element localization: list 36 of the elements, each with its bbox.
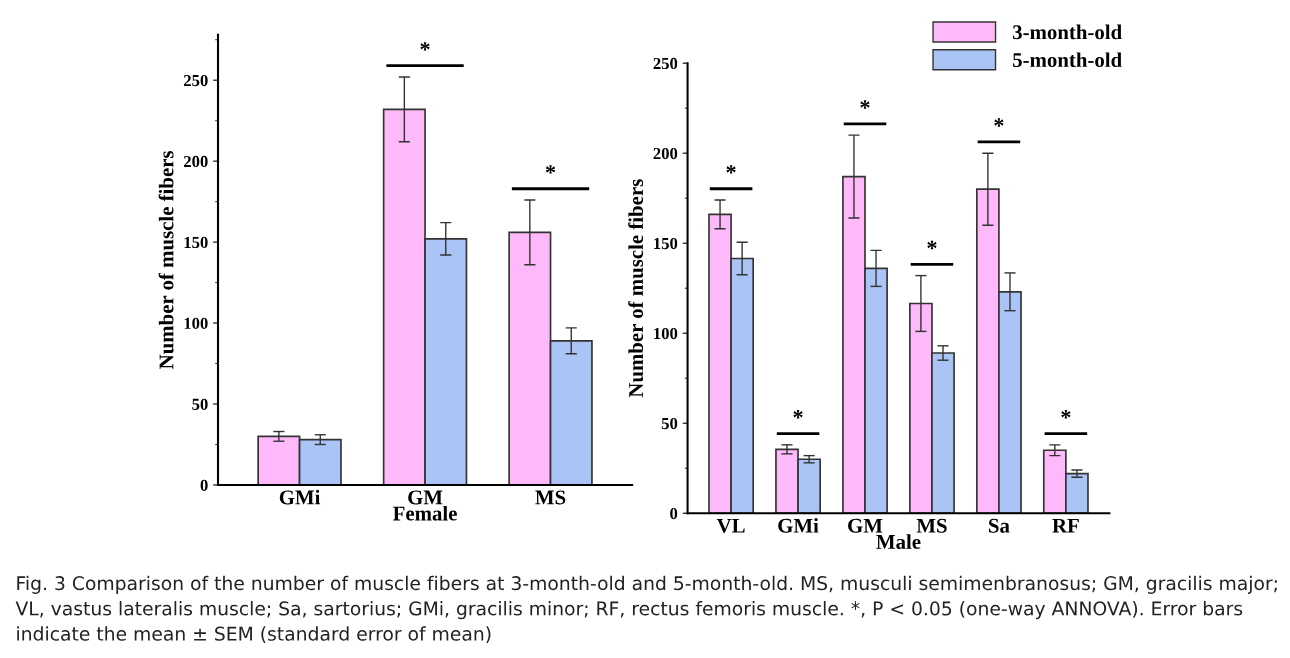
x-tick-label: MS: [535, 490, 566, 505]
y-tick-label: 150: [184, 236, 208, 249]
x-tick-label: GMi: [778, 518, 819, 533]
y-tick-label: 50: [192, 398, 208, 410]
x-tick-label: GM: [408, 490, 443, 505]
legend-label: 5-month-old: [1013, 52, 1122, 68]
y-tick-label: 250: [183, 74, 208, 87]
y-tick-label: 250: [653, 57, 678, 70]
x-axis-title: Female: [393, 505, 457, 521]
annotation: *: [420, 42, 430, 51]
annotation: *: [793, 410, 803, 419]
y-tick-label: 0: [200, 479, 208, 491]
x-tick-label: VL: [716, 518, 745, 533]
caption: Fig. 3 Comparison of the number of muscle fibers at 3-month-old and 5-month-old. MS, musculi semimenbranosus; GM, gracilis major; VL, vastus lateralis muscle; Sa, sartorius; GMi, gracilis minor; RF, rectus femoris muscle. *, P < 0.05 (one-way ANNOVA). Error bars indicate the mean ± SEM (standard error of mean): [15, 575, 1277, 644]
y-tick-label: 200: [183, 155, 208, 168]
y-tick-label: 100: [654, 327, 678, 340]
y-tick-label: 100: [184, 317, 208, 329]
x-tick-label: RF: [1052, 518, 1079, 533]
annotation: *: [860, 100, 870, 109]
annotation: *: [726, 165, 736, 174]
y-tick-label: 0: [670, 507, 678, 520]
annotation: *: [545, 165, 556, 174]
annotation: *: [994, 118, 1004, 127]
annotation: *: [927, 240, 937, 250]
y-tick-label: 150: [654, 237, 678, 250]
x-axis-title: Male: [876, 534, 921, 549]
x-tick-label: GM: [848, 518, 883, 533]
x-tick-label: Sa: [989, 518, 1010, 533]
y-tick-label: 200: [653, 147, 678, 160]
annotation: *: [1061, 410, 1071, 419]
x-tick-label: MS: [916, 518, 947, 533]
y-axis-title: Number of muscle fibers: [628, 179, 644, 398]
x-tick-label: GMi: [279, 489, 321, 505]
legend-label: 3-month-old: [1012, 24, 1122, 40]
y-tick-label: 50: [661, 417, 678, 430]
y-axis-title: Number of muscle fibers: [158, 150, 174, 369]
